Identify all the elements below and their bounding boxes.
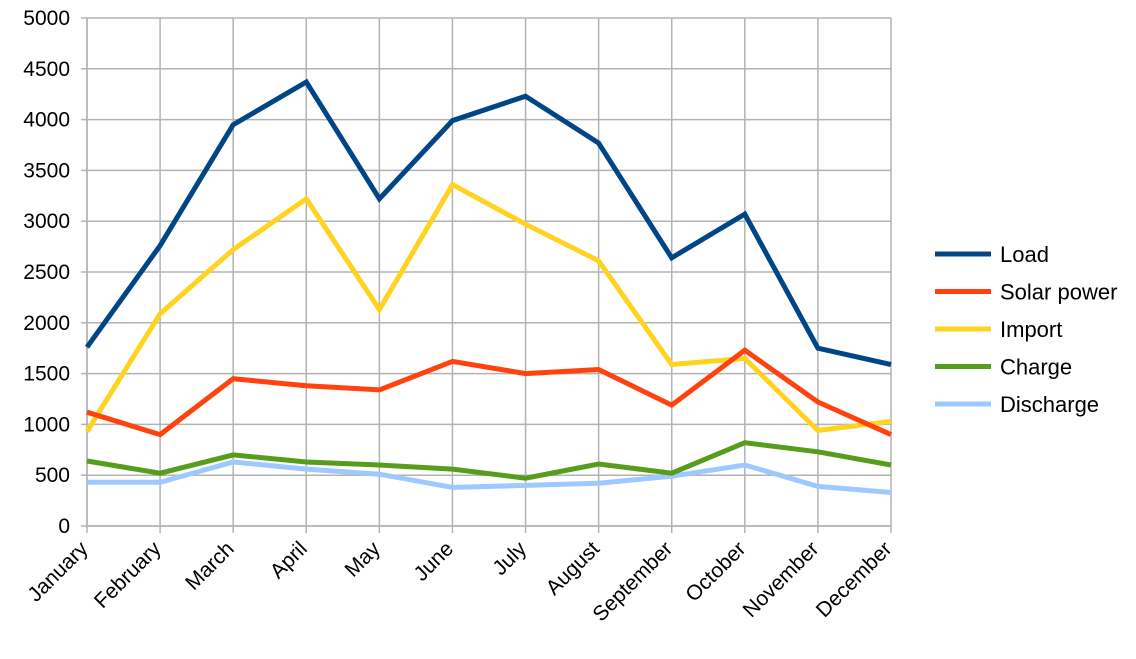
y-tick-label: 1500 xyxy=(23,363,70,386)
series-line-solar-power xyxy=(86,347,893,438)
y-tick-label: 4000 xyxy=(23,109,70,132)
x-tick-label: September xyxy=(588,537,677,626)
legend-label-load: Load xyxy=(1000,242,1049,267)
series-line-charge xyxy=(86,440,892,481)
y-tick-label: 0 xyxy=(58,515,70,538)
x-tick-label: May xyxy=(341,537,386,582)
y-tick-label: 500 xyxy=(35,464,70,487)
x-tick-label: November xyxy=(739,537,824,622)
x-tick-label: March xyxy=(181,537,239,595)
series-line-load xyxy=(84,78,892,367)
y-axis-ticks: 0 500 1000 1500 2000 2500 3000 3500 4000 4500 5000 xyxy=(23,7,70,538)
x-tick-label: April xyxy=(266,537,312,583)
legend-label-charge: Charge xyxy=(1000,355,1072,380)
x-tick-label: June xyxy=(410,537,458,585)
y-tick-label: 2500 xyxy=(23,261,70,284)
series-line-discharge xyxy=(87,459,892,495)
legend-label-import: Import xyxy=(1000,317,1062,342)
legend-label-solar-power: Solar power xyxy=(1000,280,1117,305)
y-tick-label: 3500 xyxy=(23,159,70,182)
x-tick-label: October xyxy=(681,537,750,606)
y-tick-label: 3000 xyxy=(23,210,70,233)
y-tick-label: 2000 xyxy=(23,312,70,335)
y-tick-label: 4500 xyxy=(23,58,70,81)
x-tick-label: December xyxy=(812,537,897,622)
legend-label-discharge: Discharge xyxy=(1000,392,1099,417)
series-line-import xyxy=(84,181,892,434)
y-tick-label: 1000 xyxy=(23,413,70,436)
axes xyxy=(81,17,892,533)
x-tick-label: February xyxy=(90,537,166,613)
x-tick-label: August xyxy=(542,537,605,600)
x-tick-label: January xyxy=(23,537,92,606)
series-lines xyxy=(84,78,893,495)
x-tick-label: July xyxy=(488,537,531,580)
legend: Load Solar power Import Charge Discharge xyxy=(935,242,1117,417)
y-tick-label: 5000 xyxy=(23,7,70,30)
